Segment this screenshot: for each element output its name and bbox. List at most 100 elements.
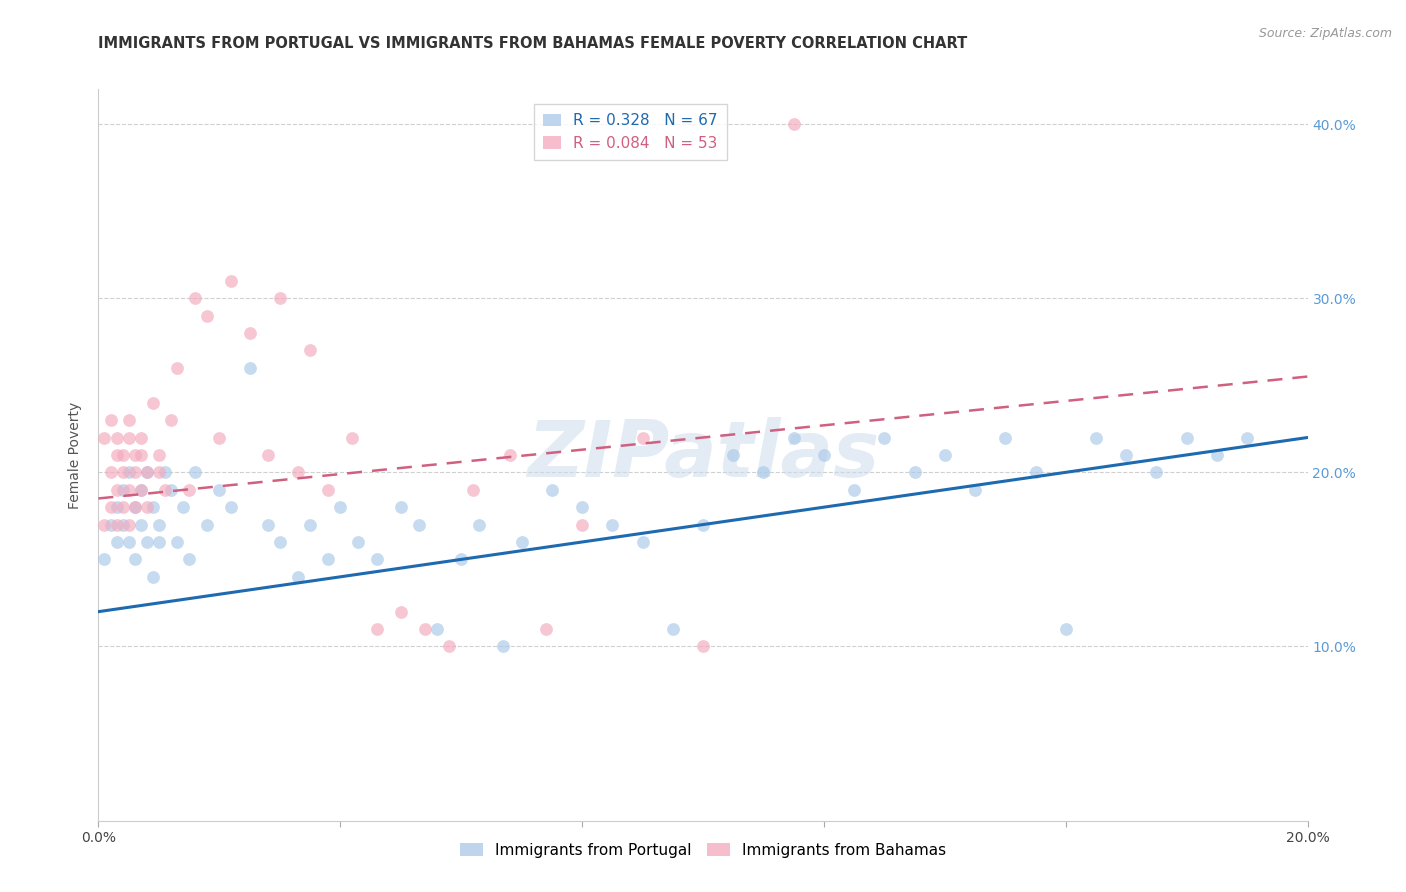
Point xyxy=(426,622,449,636)
Point xyxy=(631,535,654,549)
Point xyxy=(166,360,188,375)
Point xyxy=(221,500,243,515)
Point xyxy=(287,570,309,584)
Point xyxy=(408,517,430,532)
Point xyxy=(287,466,309,480)
Point xyxy=(316,483,339,497)
Point xyxy=(100,500,122,515)
Point xyxy=(129,483,152,497)
Legend: Immigrants from Portugal, Immigrants from Bahamas: Immigrants from Portugal, Immigrants fro… xyxy=(454,837,952,864)
Y-axis label: Female Poverty: Female Poverty xyxy=(69,401,83,508)
Point xyxy=(124,552,146,566)
Point xyxy=(239,360,262,375)
Point xyxy=(631,430,654,444)
Point xyxy=(571,517,593,532)
Point xyxy=(118,413,141,427)
Point xyxy=(221,274,243,288)
Point xyxy=(1024,466,1046,480)
Point xyxy=(783,430,806,444)
Point xyxy=(1175,430,1198,444)
Point xyxy=(389,500,412,515)
Point xyxy=(342,430,364,444)
Point xyxy=(540,483,562,497)
Point xyxy=(873,430,896,444)
Point xyxy=(160,413,183,427)
Point xyxy=(468,517,491,532)
Point xyxy=(256,448,278,462)
Point xyxy=(661,622,683,636)
Point xyxy=(148,535,170,549)
Point xyxy=(602,517,624,532)
Point xyxy=(347,535,370,549)
Point xyxy=(100,466,122,480)
Point xyxy=(118,535,141,549)
Point xyxy=(142,570,165,584)
Point xyxy=(129,448,152,462)
Point xyxy=(124,466,146,480)
Point xyxy=(124,448,146,462)
Point xyxy=(105,430,128,444)
Point xyxy=(153,466,176,480)
Point xyxy=(124,500,146,515)
Point xyxy=(118,430,141,444)
Point xyxy=(571,500,593,515)
Point xyxy=(135,466,157,480)
Point xyxy=(256,517,278,532)
Point xyxy=(148,448,170,462)
Point xyxy=(510,535,533,549)
Point xyxy=(269,535,291,549)
Point xyxy=(329,500,352,515)
Point xyxy=(1206,448,1229,462)
Point xyxy=(813,448,835,462)
Point xyxy=(1054,622,1077,636)
Point xyxy=(965,483,987,497)
Point xyxy=(179,552,201,566)
Point xyxy=(299,517,322,532)
Point xyxy=(166,535,188,549)
Point xyxy=(129,430,152,444)
Point xyxy=(111,500,134,515)
Point xyxy=(208,483,231,497)
Point xyxy=(111,448,134,462)
Point xyxy=(93,552,115,566)
Point xyxy=(100,517,122,532)
Point xyxy=(105,517,128,532)
Point xyxy=(105,500,128,515)
Point xyxy=(534,622,557,636)
Point xyxy=(105,483,128,497)
Point xyxy=(93,517,115,532)
Point xyxy=(366,622,388,636)
Point xyxy=(844,483,866,497)
Text: ZIPatlas: ZIPatlas xyxy=(527,417,879,493)
Point xyxy=(129,483,152,497)
Point xyxy=(142,395,165,409)
Point xyxy=(904,466,927,480)
Point xyxy=(195,517,218,532)
Point xyxy=(195,309,218,323)
Point xyxy=(111,517,134,532)
Point xyxy=(179,483,201,497)
Point xyxy=(124,500,146,515)
Point xyxy=(498,448,520,462)
Point xyxy=(135,500,157,515)
Point xyxy=(111,483,134,497)
Point xyxy=(692,517,714,532)
Text: IMMIGRANTS FROM PORTUGAL VS IMMIGRANTS FROM BAHAMAS FEMALE POVERTY CORRELATION C: IMMIGRANTS FROM PORTUGAL VS IMMIGRANTS F… xyxy=(98,36,967,51)
Point xyxy=(93,430,115,444)
Point xyxy=(105,448,128,462)
Point xyxy=(366,552,388,566)
Text: Source: ZipAtlas.com: Source: ZipAtlas.com xyxy=(1258,27,1392,40)
Point xyxy=(463,483,485,497)
Point xyxy=(135,466,157,480)
Point xyxy=(184,466,207,480)
Point xyxy=(148,517,170,532)
Point xyxy=(208,430,231,444)
Point xyxy=(105,535,128,549)
Point xyxy=(450,552,472,566)
Point xyxy=(100,413,122,427)
Point xyxy=(153,483,176,497)
Point xyxy=(269,291,291,305)
Point xyxy=(118,466,141,480)
Point xyxy=(142,500,165,515)
Point xyxy=(148,466,170,480)
